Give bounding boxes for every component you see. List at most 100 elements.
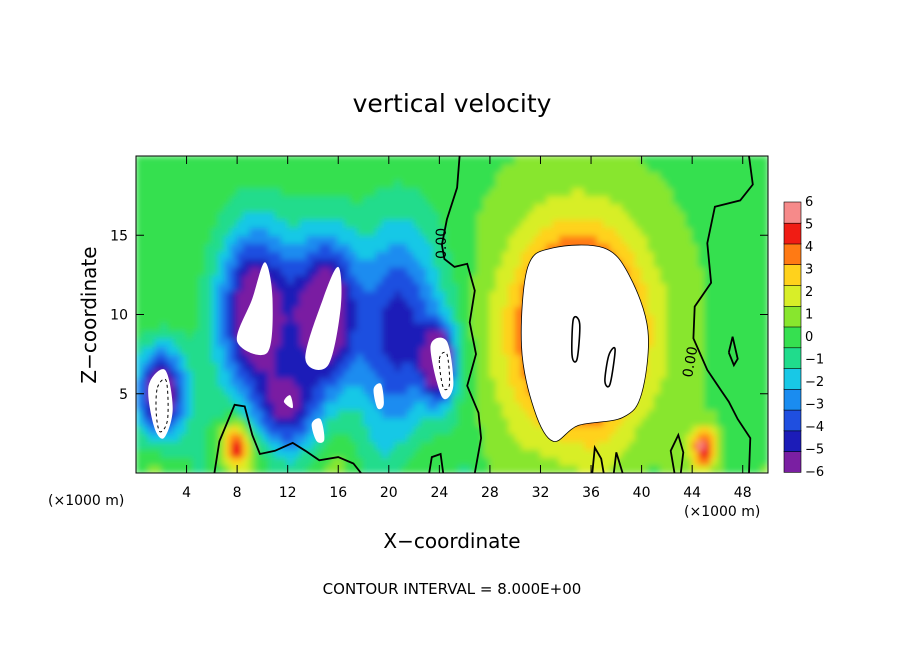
heatmap-cell: [691, 329, 700, 339]
heatmap-cell: [615, 187, 624, 197]
heatmap-cell: [350, 218, 358, 228]
heatmap-cell: [167, 290, 175, 300]
heatmap-cell: [502, 329, 510, 339]
heatmap-cell: [483, 417, 491, 427]
heatmap-cell: [160, 314, 169, 324]
heatmap-cell: [337, 385, 346, 395]
heatmap-cell: [698, 234, 706, 244]
heatmap-cell: [615, 211, 624, 221]
chart-title: vertical velocity: [353, 89, 552, 118]
heatmap-cell: [198, 195, 207, 205]
heatmap-cell: [508, 274, 516, 284]
contour-lines: [155, 156, 754, 473]
heatmap-cell: [704, 314, 712, 324]
heatmap-cell: [565, 203, 573, 213]
heatmap-cell: [609, 171, 617, 181]
heatmap-cell: [236, 234, 245, 244]
heatmap-cell: [691, 179, 700, 189]
heatmap-cell: [584, 218, 592, 228]
negative-contour: [155, 378, 169, 433]
heatmap-cell: [280, 195, 289, 205]
heatmap-cell: [312, 163, 320, 173]
heatmap-cell: [136, 393, 143, 403]
heatmap-cell: [268, 258, 276, 268]
heatmap-cell: [350, 417, 358, 427]
heatmap-cell: [154, 187, 162, 197]
heatmap-cell: [400, 401, 409, 411]
heatmap-cell: [457, 345, 466, 355]
heatmap-cell: [451, 321, 459, 331]
heatmap-cell: [280, 448, 289, 458]
heatmap-cell: [141, 440, 150, 450]
heatmap-cell: [419, 171, 428, 181]
heatmap-cell: [331, 377, 339, 387]
heatmap-cell: [679, 385, 687, 395]
heatmap-cell: [136, 179, 143, 189]
heatmap-cell: [596, 156, 605, 165]
heatmap-cell: [438, 163, 447, 173]
heatmap-cell: [748, 282, 756, 292]
heatmap-cell: [742, 369, 750, 379]
heatmap-cell: [521, 258, 529, 268]
heatmap-cell: [704, 424, 712, 434]
heatmap-cell: [400, 377, 409, 387]
heatmap-cell: [495, 242, 504, 252]
heatmap-cell: [666, 163, 674, 173]
heatmap-cell: [160, 345, 169, 355]
heatmap-cell: [483, 401, 491, 411]
heatmap-cell: [716, 464, 725, 473]
heatmap-cell: [268, 353, 276, 363]
heatmap-cell: [369, 203, 377, 213]
zero-contour: [727, 336, 739, 368]
heatmap-cell: [653, 258, 662, 268]
heatmap-cell: [710, 424, 719, 434]
heatmap-cell: [148, 258, 156, 268]
heatmap-cell: [641, 218, 649, 228]
heatmap-cell: [293, 306, 301, 316]
heatmap-cell: [356, 211, 365, 221]
heatmap-cell: [274, 266, 282, 276]
heatmap-cell: [268, 234, 276, 244]
heatmap-cell: [293, 203, 301, 213]
heatmap-cell: [179, 409, 188, 419]
heatmap-cell: [274, 456, 282, 466]
heatmap-cell: [148, 464, 156, 473]
heatmap-cell: [186, 258, 194, 268]
heatmap-cell: [464, 282, 472, 292]
heatmap-cell: [432, 266, 440, 276]
heatmap-cell: [242, 361, 251, 371]
heatmap-cell: [280, 163, 289, 173]
heatmap-cell: [470, 409, 478, 419]
heatmap-cell: [198, 440, 207, 450]
heatmap-cell: [729, 464, 738, 473]
heatmap-cell: [375, 417, 384, 427]
heatmap-cell: [533, 218, 542, 228]
heatmap-cell: [761, 290, 768, 300]
heatmap-cell: [508, 234, 516, 244]
heatmap-cell: [179, 361, 188, 371]
heatmap-cell: [445, 163, 453, 173]
heatmap-cell: [761, 250, 768, 260]
heatmap-cell: [729, 298, 738, 308]
heatmap-cell: [584, 424, 592, 434]
heatmap-cell: [603, 156, 611, 165]
heatmap-cell: [407, 337, 415, 347]
heatmap-cell: [186, 417, 194, 427]
heatmap-cell: [306, 179, 314, 189]
heatmap-cell: [514, 369, 523, 379]
heatmap-cell: [584, 234, 592, 244]
heatmap-cell: [470, 314, 478, 324]
heatmap-cell: [609, 448, 617, 458]
heatmap-cell: [653, 306, 662, 316]
heatmap-cell: [742, 290, 750, 300]
heatmap-cell: [653, 345, 662, 355]
heatmap-cell: [369, 345, 377, 355]
heatmap-cell: [318, 179, 327, 189]
heatmap-cell: [666, 156, 674, 165]
heatmap-cell: [754, 385, 763, 395]
heatmap-cell: [742, 377, 750, 387]
heatmap-cell: [306, 195, 314, 205]
heatmap-cell: [451, 337, 459, 347]
heatmap-cell: [748, 329, 756, 339]
heatmap-cell: [363, 345, 371, 355]
